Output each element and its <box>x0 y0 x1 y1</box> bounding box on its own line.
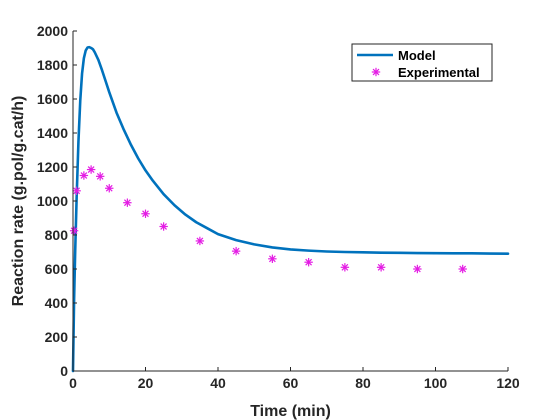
data-point-experimental <box>86 165 96 174</box>
data-point-experimental <box>141 209 150 218</box>
legend-swatch-experimental <box>371 67 381 77</box>
y-tick-label: 2000 <box>37 23 68 39</box>
y-tick-label: 1400 <box>37 125 68 141</box>
y-tick-label: 800 <box>45 227 69 243</box>
y-tick-label: 1200 <box>37 159 68 175</box>
data-point-experimental <box>340 263 350 272</box>
x-tick-label: 40 <box>210 375 226 391</box>
data-point-experimental <box>231 246 241 256</box>
data-point-experimental <box>72 186 81 195</box>
y-tick-label: 600 <box>45 261 69 277</box>
series-line-model <box>71 45 510 373</box>
plot-area <box>73 31 508 371</box>
legend-box <box>351 43 493 82</box>
data-point-experimental <box>195 236 205 246</box>
x-tick-label: 80 <box>355 375 371 391</box>
legend-label: Model <box>398 48 436 63</box>
y-axis-title: Reaction rate (g.pol/g.cat/h) <box>10 96 27 307</box>
x-tick-label: 60 <box>283 375 299 391</box>
y-tick-label: 0 <box>60 363 68 379</box>
legend: Model Experimental <box>351 43 493 82</box>
y-tick-label: 1000 <box>37 193 68 209</box>
y-tick-label: 400 <box>45 295 69 311</box>
x-tick-label: 120 <box>496 375 520 391</box>
data-point-experimental <box>105 184 114 193</box>
data-point-experimental <box>95 172 105 181</box>
data-point-experimental <box>413 264 422 274</box>
legend-label: Experimental <box>398 65 480 80</box>
data-point-experimental <box>123 198 132 207</box>
x-axis-title: Time (min) <box>250 403 331 420</box>
ticks-layer: 0 20 40 60 80 100 1200200400600800100012001400… <box>37 23 520 391</box>
series-layer <box>69 45 510 373</box>
data-point-experimental <box>458 264 467 274</box>
y-tick-label: 200 <box>45 329 69 345</box>
data-point-experimental <box>304 258 313 267</box>
x-tick-label: 100 <box>424 375 448 391</box>
data-point-experimental <box>159 222 168 231</box>
data-point-experimental <box>79 171 89 180</box>
x-tick-label: 20 <box>138 375 154 391</box>
data-point-experimental <box>69 226 79 235</box>
data-point-experimental <box>268 254 277 263</box>
x-tick-label: 0 <box>69 375 77 391</box>
y-tick-label: 1800 <box>37 57 68 73</box>
data-point-experimental <box>376 263 386 272</box>
y-tick-label: 1600 <box>37 91 68 107</box>
